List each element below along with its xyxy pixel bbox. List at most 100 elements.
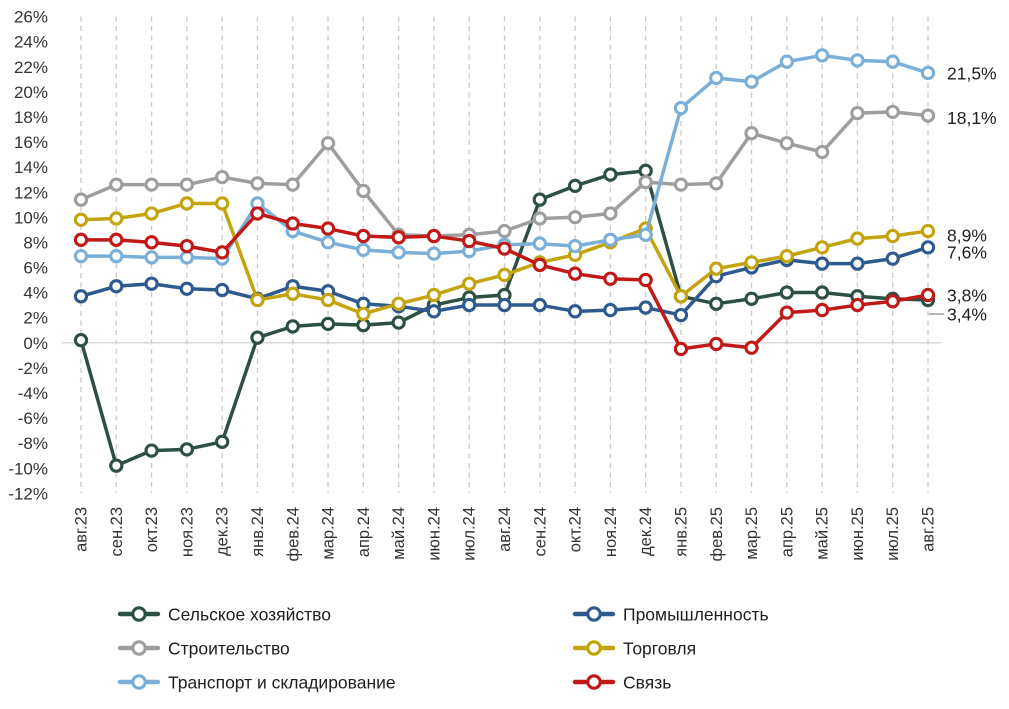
data-point-transport (744, 74, 759, 89)
data-point-construction (673, 177, 689, 192)
series-line-agriculture (79, 169, 930, 468)
data-point-construction (567, 210, 583, 225)
data-point-communications (638, 272, 653, 288)
data-point-agriculture (320, 316, 336, 332)
x-tick-label: дек.24 (637, 507, 655, 556)
y-tick-label: 0% (23, 334, 48, 353)
x-tick-label: авг.23 (73, 507, 91, 552)
data-point-trade (109, 211, 124, 226)
x-tick-label: мар.25 (743, 507, 761, 560)
data-point-industry (567, 304, 583, 319)
legend-marker-circle (131, 640, 147, 656)
data-point-agriculture (567, 178, 583, 194)
data-point-transport (779, 54, 794, 69)
data-point-communications (144, 235, 159, 250)
data-point-trade (497, 267, 512, 283)
data-point-communications (567, 266, 583, 281)
data-point-transport (73, 248, 89, 264)
data-point-construction (179, 177, 195, 192)
data-point-communications (285, 216, 300, 231)
data-point-industry (603, 302, 618, 318)
legend-label: Сельское хозяйство (168, 604, 331, 624)
data-point-transport (814, 48, 830, 63)
data-point-transport (179, 250, 195, 265)
legend-label: Связь (623, 672, 671, 692)
data-point-industry (850, 256, 865, 271)
y-tick-label: 8% (23, 233, 48, 252)
data-point-agriculture (814, 285, 830, 300)
data-point-communications (603, 271, 618, 286)
data-point-communications (497, 241, 512, 256)
y-tick-label: 10% (14, 208, 48, 227)
data-point-agriculture (144, 443, 159, 458)
data-point-transport (709, 70, 724, 86)
data-point-construction (709, 176, 724, 191)
y-tick-label: 22% (14, 58, 48, 77)
data-point-communications (814, 302, 830, 318)
data-point-trade (285, 286, 300, 301)
end-label-agriculture: 3,4% (947, 304, 987, 324)
data-point-transport (850, 53, 865, 68)
data-point-agriculture (709, 296, 724, 311)
data-point-communications (320, 221, 336, 236)
data-point-transport (532, 236, 547, 251)
y-tick-label: 24% (14, 33, 48, 52)
data-point-agriculture (744, 291, 759, 306)
data-point-agriculture (109, 458, 124, 473)
legend-marker-circle (586, 640, 602, 656)
data-point-communications (109, 232, 124, 247)
data-point-trade (850, 231, 865, 246)
x-tick-label: окт.23 (143, 507, 161, 552)
data-point-trade (462, 276, 477, 291)
data-point-transport (426, 246, 442, 261)
y-tick-label: 26% (14, 8, 48, 27)
data-point-agriculture (603, 167, 618, 182)
data-point-industry (73, 289, 89, 304)
data-point-transport (109, 248, 124, 264)
y-tick-label: -4% (18, 384, 48, 403)
data-point-construction (850, 105, 865, 121)
data-point-construction (885, 104, 900, 120)
data-point-industry (462, 297, 477, 313)
data-point-construction (638, 174, 653, 190)
legend-item-trade: Торговля (572, 638, 696, 658)
x-tick-label: фев.24 (284, 507, 302, 561)
legend-item-transport: Транспорт и складирование (117, 672, 396, 692)
data-point-agriculture (391, 315, 406, 330)
data-point-trade (356, 306, 371, 321)
data-point-industry (144, 276, 159, 291)
y-tick-label: 16% (14, 133, 48, 152)
data-point-construction (356, 183, 371, 199)
x-tick-label: сен.24 (531, 507, 549, 556)
data-point-communications (215, 245, 230, 260)
data-point-agriculture (638, 163, 653, 178)
x-tick-label: ноя.23 (178, 507, 196, 557)
end-label-construction: 18,1% (947, 108, 997, 128)
x-tick-label: ноя.24 (602, 507, 620, 557)
x-tick-label: янв.25 (672, 507, 690, 557)
data-point-transport (920, 65, 936, 81)
data-point-industry (109, 279, 124, 294)
x-tick-label: июн.25 (849, 507, 867, 561)
x-tick-label: янв.24 (249, 507, 267, 557)
legend-marker-circle (586, 606, 602, 622)
data-point-communications (532, 257, 547, 273)
data-point-industry (885, 251, 900, 266)
data-point-communications (885, 294, 900, 309)
data-point-agriculture (356, 317, 371, 333)
data-point-transport (320, 235, 336, 250)
y-tick-label: 14% (14, 158, 48, 177)
data-point-industry (532, 297, 547, 313)
x-tick-label: мар.24 (320, 507, 338, 560)
data-point-trade (744, 255, 759, 270)
data-point-agriculture (73, 333, 89, 348)
data-point-transport (638, 227, 653, 242)
end-label-trade: 8,9% (947, 225, 987, 245)
data-point-construction (320, 136, 336, 151)
data-point-communications (73, 232, 89, 247)
x-tick-label: дек.23 (214, 507, 232, 556)
data-point-trade (215, 196, 230, 211)
legend-label: Торговля (623, 638, 696, 658)
data-point-construction (814, 144, 830, 160)
